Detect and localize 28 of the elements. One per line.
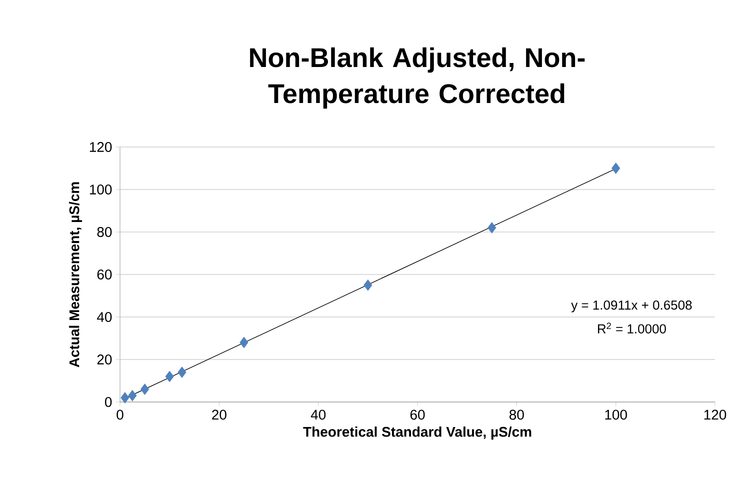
x-tick-label: 0 (116, 410, 124, 420)
point (165, 370, 174, 382)
point (364, 279, 372, 291)
y-tick-label: 100 (90, 184, 112, 194)
annotation: R$^{2}$ = 1.0000 (598, 322, 666, 334)
x-tick-label: 40 (310, 410, 326, 420)
y-tick-label: 20 (97, 354, 112, 364)
x-tick-label: 80 (509, 410, 524, 420)
x-tick-label: 120 (704, 410, 726, 420)
x-tick-label: 60 (410, 410, 425, 420)
x-tick-label: 100 (605, 410, 627, 420)
y-tick-label: 0 (104, 397, 112, 407)
point (488, 222, 496, 234)
point (140, 384, 150, 395)
x-tick-label: 20 (212, 410, 226, 420)
y-tick-label: 120 (90, 142, 112, 152)
chart-title: Non-Blank Adjusted, Non-Temperature Corrected (250, 47, 585, 109)
annotation: y = 1.0911x + 0.6508 (571, 300, 692, 312)
y-axis-title: Actual Measurement, µS/cm (68, 182, 82, 368)
x-axis-title: Theoretical Standard Value, µS/cm (303, 426, 532, 440)
point (612, 162, 620, 174)
y-tick-label: 80 (97, 227, 112, 237)
y-tick-label: 40 (96, 312, 112, 322)
point (128, 390, 137, 402)
point (120, 392, 130, 404)
point (178, 366, 186, 378)
point (240, 336, 248, 348)
y-tick-label: 60 (97, 270, 112, 280)
